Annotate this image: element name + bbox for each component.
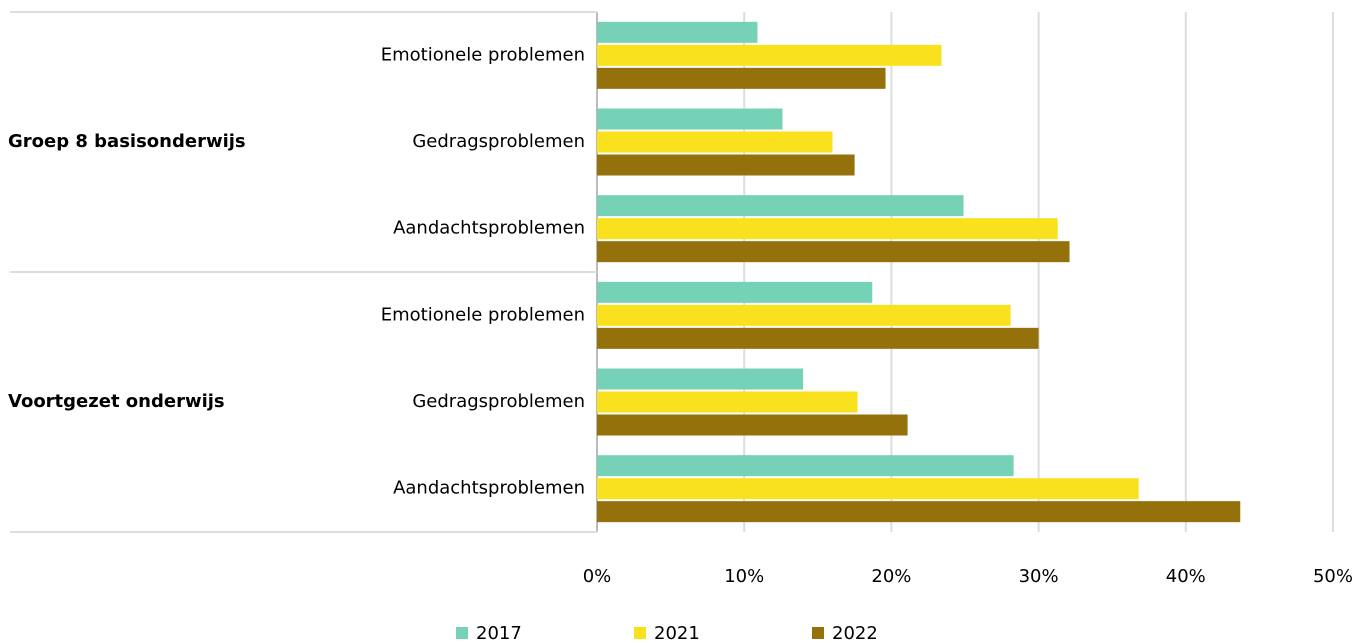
bar	[597, 455, 1014, 477]
bar	[597, 304, 1011, 326]
bar	[597, 414, 908, 436]
bar	[597, 368, 804, 390]
bar	[597, 131, 833, 153]
bar	[597, 327, 1039, 349]
legend-label: 2022	[832, 623, 878, 643]
x-tick-label: 30%	[1019, 566, 1059, 587]
x-tick-label: 50%	[1313, 566, 1353, 587]
group-label: Voortgezet onderwijs	[8, 391, 225, 412]
bar	[597, 67, 886, 89]
legend-label: 2021	[654, 623, 700, 643]
legend-swatch	[634, 627, 646, 639]
x-tick-label: 10%	[724, 566, 764, 587]
bar	[597, 195, 964, 217]
bar	[597, 241, 1070, 263]
y-tick-label: Gedragsproblemen	[412, 131, 585, 152]
x-tick-label: 20%	[871, 566, 911, 587]
x-tick-label: 40%	[1166, 566, 1206, 587]
bar	[597, 478, 1139, 500]
y-tick-label: Emotionele problemen	[381, 304, 585, 325]
bar	[597, 281, 873, 303]
group-label: Groep 8 basisonderwijs	[8, 131, 246, 152]
y-tick-label: Aandachtsproblemen	[393, 478, 585, 499]
bar	[597, 391, 858, 413]
bar	[597, 501, 1241, 523]
y-tick-label: Aandachtsproblemen	[393, 218, 585, 239]
bar	[597, 218, 1058, 240]
bar	[597, 108, 783, 130]
x-tick-label: 0%	[583, 566, 612, 587]
legend-swatch	[812, 627, 824, 639]
bar	[597, 154, 855, 176]
legend-swatch	[456, 627, 468, 639]
bar	[597, 44, 942, 66]
y-tick-label: Emotionele problemen	[381, 44, 585, 65]
bar	[597, 21, 758, 43]
y-tick-label: Gedragsproblemen	[412, 391, 585, 412]
legend-label: 2017	[476, 623, 522, 643]
